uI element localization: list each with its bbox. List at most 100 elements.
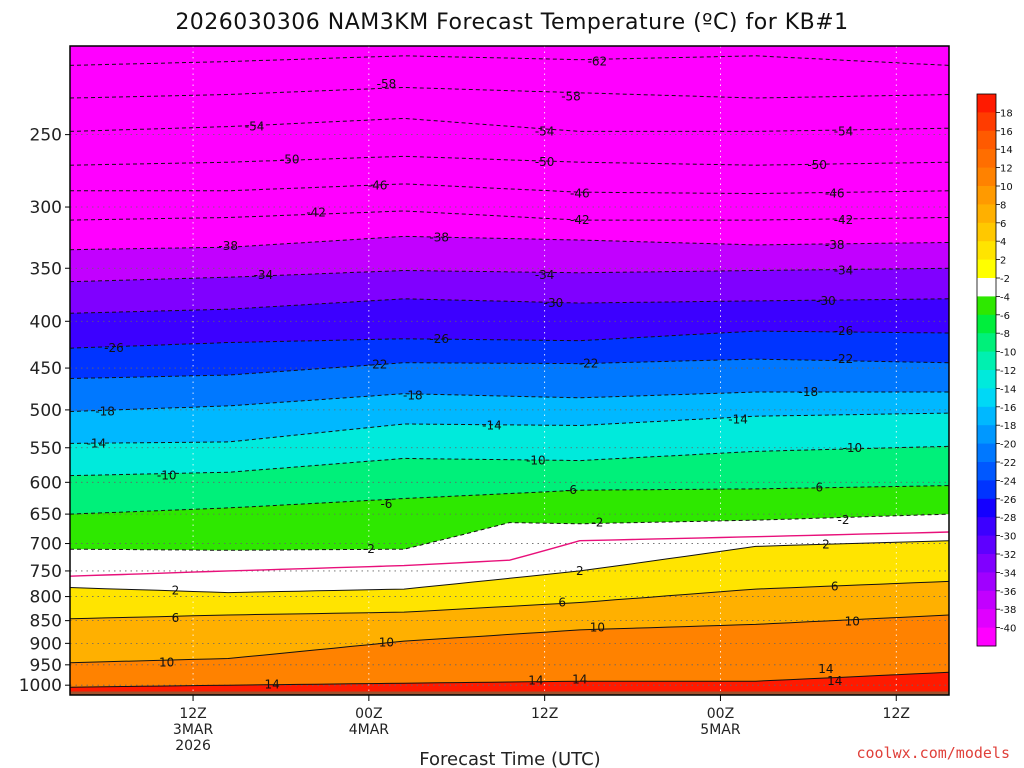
contour-label: -2 [363, 542, 375, 556]
contour-label: 2 [172, 584, 180, 598]
contour-label: -30 [544, 296, 564, 310]
contour-label: -58 [377, 77, 397, 91]
colorbar-swatch [977, 535, 996, 555]
contour-label: -6 [811, 481, 823, 495]
contour-label: -46 [570, 187, 590, 201]
colorbar-label: -26 [1000, 495, 1016, 506]
colorbar-label: 16 [1000, 127, 1013, 138]
contour-label: -26 [104, 341, 124, 355]
contour-label: 6 [831, 580, 839, 594]
colorbar-swatch [977, 572, 996, 592]
colorbar-label: -14 [1000, 384, 1016, 395]
contour-label: -10 [843, 441, 863, 455]
y-axis: 2503003504004505005506006507007508008509… [19, 126, 70, 696]
x-tick-label: 00Z [707, 706, 734, 722]
x-tick-label: 5MAR [700, 722, 741, 738]
x-tick-label: 12Z [883, 706, 910, 722]
contour-label: -2 [838, 513, 850, 527]
colorbar-label: 8 [1000, 200, 1006, 211]
contour-label: 10 [379, 635, 394, 649]
contour-label: -54 [834, 124, 854, 138]
ground-strip [70, 691, 949, 695]
contour-label: -54 [245, 120, 265, 134]
chart-title: 2026030306 NAM3KM Forecast Temperature (… [175, 10, 848, 35]
colorbar-swatch [977, 627, 996, 647]
colorbar-swatch [977, 186, 996, 205]
x-tick-label: 00Z [355, 706, 382, 722]
colorbar-swatch [977, 462, 996, 481]
contour-label: -18 [95, 404, 115, 418]
colorbar-swatch [977, 406, 996, 426]
y-tick-label: 750 [30, 562, 62, 582]
colorbar-swatch [977, 112, 996, 132]
isotherm-6 [70, 580, 949, 620]
colorbar-label: -30 [1000, 532, 1016, 543]
y-tick-label: 650 [30, 505, 62, 525]
y-tick-label: 950 [30, 656, 62, 676]
contour-label: -6 [380, 497, 392, 511]
y-tick-label: 400 [30, 312, 62, 332]
colorbar-label: 2 [1000, 256, 1006, 267]
contour-label: -34 [535, 268, 555, 282]
x-axis-title: Forecast Time (UTC) [419, 749, 600, 768]
contour-label: 14 [265, 677, 280, 691]
colorbar-label: -12 [1000, 366, 1016, 377]
y-tick-label: 350 [30, 259, 62, 279]
colorbar-swatch [977, 130, 996, 150]
y-tick-label: 600 [30, 473, 62, 493]
y-tick-label: 900 [30, 634, 62, 654]
contour-label: 6 [558, 595, 566, 609]
contour-label: -46 [825, 187, 845, 201]
y-tick-label: 500 [30, 401, 62, 421]
colorbar-label: -38 [1000, 605, 1016, 616]
contour-label: -42 [570, 213, 590, 227]
contour-label: -50 [280, 152, 300, 166]
colorbar-swatch [977, 554, 996, 573]
colorbar-swatch [977, 351, 996, 371]
credit-text: coolwx.com/models [856, 744, 1010, 762]
colorbar-label: -4 [1000, 292, 1010, 303]
colorbar-label: 14 [1000, 145, 1013, 156]
colorbar-label: -32 [1000, 550, 1016, 561]
plot-frame [69, 45, 950, 696]
colorbar-swatch [977, 222, 996, 242]
x-tick-label: 3MAR [173, 722, 214, 738]
colorbar-swatch [977, 259, 996, 279]
colorbar-label: -8 [1000, 329, 1010, 340]
colorbar-swatch [977, 388, 996, 408]
contour-label: -18 [403, 388, 423, 402]
colorbar-swatch [977, 590, 996, 610]
contour-label: -26 [429, 332, 449, 346]
y-tick-label: 850 [30, 612, 62, 632]
contour-label: -14 [482, 418, 502, 432]
x-tick-label: 12Z [531, 706, 558, 722]
contour-label: -10 [526, 454, 546, 468]
colorbar-label: 10 [1000, 182, 1013, 193]
contour-label: -58 [561, 89, 581, 103]
x-tick-label: 2026 [175, 738, 211, 754]
contour-label: -22 [368, 358, 388, 372]
contour-label: -10 [157, 469, 177, 483]
contour-label: 14 [528, 673, 543, 687]
plot-area: -62-58-58-54 -54 -54-50 -50 -50-46-46 -46-42-… [69, 45, 950, 696]
contour-label: 14 [818, 662, 833, 676]
contour-label: 2 [822, 538, 830, 552]
contour-label: 10 [845, 615, 860, 629]
colorbar-label: -36 [1000, 587, 1016, 598]
contour-label: -54 [535, 124, 555, 138]
colorbar-label: -22 [1000, 458, 1016, 469]
contour-label: -38 [429, 231, 449, 245]
colorbar-label: -6 [1000, 311, 1010, 322]
contour-label: -50 [807, 158, 827, 172]
contour-label: -50 [535, 155, 555, 169]
contour-label: -2 [591, 516, 603, 530]
contour-label: -22 [834, 352, 854, 366]
contour-label: 14 [827, 674, 842, 688]
colorbar-label: 12 [1000, 164, 1013, 175]
contour-label: -62 [588, 55, 608, 69]
colorbar-label: -28 [1000, 513, 1016, 524]
colorbar-swatch [977, 167, 996, 187]
y-tick-label: 700 [30, 535, 62, 555]
